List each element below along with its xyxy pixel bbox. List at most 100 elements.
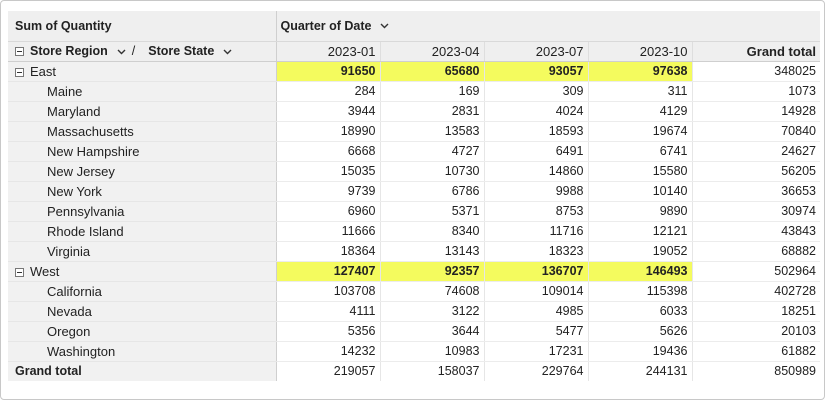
row-label: Virginia [47,243,91,259]
value-cell: 74608 [380,281,485,302]
row-label: New Jersey [47,163,115,179]
table-row: Maine 284 169 309 311 1073 [8,81,820,102]
row-label: Massachusetts [47,123,134,139]
value-cell: 19436 [588,341,693,362]
row-header: California [8,281,277,302]
value-cell: 13583 [380,121,485,142]
row-total-cell: 20103 [692,321,820,342]
collapse-icon[interactable] [15,267,24,277]
value-cell: 3644 [380,321,485,342]
row-header: Oregon [8,321,277,342]
value-cell: 4111 [276,301,381,322]
value-cell: 2831 [380,101,485,122]
row-label: Maine [47,83,83,99]
value-cell: 169 [380,81,485,102]
row-label: East [30,63,57,79]
row-fields-header: Store Region / Store State [8,41,277,62]
grand-total-cell: 219057 [276,361,381,381]
column-header[interactable]: 2023-10 [588,41,693,62]
grand-total-cell: 229764 [484,361,589,381]
collapse-all-icon[interactable] [15,47,24,57]
value-cell: 10983 [380,341,485,362]
value-cell: 14232 [276,341,381,362]
value-cell: 18364 [276,241,381,262]
value-cell: 91650 [276,61,381,82]
value-cell: 5356 [276,321,381,342]
row-label: California [47,283,102,299]
value-cell: 127407 [276,261,381,282]
value-cell: 19674 [588,121,693,142]
chevron-down-icon[interactable] [117,44,126,58]
row-total-cell: 502964 [692,261,820,282]
grand-total-cell: 244131 [588,361,693,381]
row-total-cell: 43843 [692,221,820,242]
table-row: Nevada 4111 3122 4985 6033 18251 [8,301,820,322]
value-cell: 136707 [484,261,589,282]
table-row: California 103708 74608 109014 115398 402728 [8,281,820,302]
value-cell: 8753 [484,201,589,222]
value-cell: 311 [588,81,693,102]
collapse-icon[interactable] [15,67,24,77]
table-row: New Jersey 15035 10730 14860 15580 56205 [8,161,820,182]
value-cell: 4985 [484,301,589,322]
value-cell: 9890 [588,201,693,222]
row-total-cell: 14928 [692,101,820,122]
column-header[interactable]: 2023-07 [484,41,589,62]
chevron-down-icon[interactable] [380,19,389,33]
value-cell: 3944 [276,101,381,122]
table-row: New Hampshire 6668 4727 6491 6741 24627 [8,141,820,162]
table-row: Massachusetts 18990 13583 18593 19674 70840 [8,121,820,142]
value-cell: 6491 [484,141,589,162]
value-cell: 10730 [380,161,485,182]
table-row: Pennsylvania 6960 5371 8753 9890 30974 [8,201,820,222]
value-cell: 6668 [276,141,381,162]
row-label: New York [47,183,102,199]
row-total-cell: 70840 [692,121,820,142]
value-cell: 309 [484,81,589,102]
value-cell: 15035 [276,161,381,182]
value-cell: 109014 [484,281,589,302]
value-cell: 9988 [484,181,589,202]
row-header: New Hampshire [8,141,277,162]
row-header[interactable]: East [8,61,277,82]
value-cell: 103708 [276,281,381,302]
row-header: Nevada [8,301,277,322]
row-total-cell: 36653 [692,181,820,202]
row-label: New Hampshire [47,143,140,159]
grand-total-label: Grand total [8,361,277,381]
row-total-cell: 18251 [692,301,820,322]
value-cell: 93057 [484,61,589,82]
value-cell: 4727 [380,141,485,162]
row-total-cell: 56205 [692,161,820,182]
row-total-cell: 30974 [692,201,820,222]
value-cell: 4024 [484,101,589,122]
row-total-cell: 1073 [692,81,820,102]
chevron-down-icon[interactable] [223,44,232,58]
row-field-store-state: Store State [148,44,215,58]
value-cell: 3122 [380,301,485,322]
value-cell: 18323 [484,241,589,262]
value-cell: 17231 [484,341,589,362]
measure-label: Sum of Quantity [8,11,277,42]
value-cell: 18990 [276,121,381,142]
value-cell: 6960 [276,201,381,222]
row-header: Rhode Island [8,221,277,242]
column-header[interactable]: 2023-04 [380,41,485,62]
table-row: Washington 14232 10983 17231 19436 61882 [8,341,820,362]
row-label: Nevada [47,303,92,319]
pivot-table: Sum of Quantity Quarter of Date Store Re… [8,11,820,381]
table-row: Rhode Island 11666 8340 11716 12121 43843 [8,221,820,242]
value-cell: 5626 [588,321,693,342]
row-label: Pennsylvania [47,203,125,219]
value-cell: 14860 [484,161,589,182]
row-label: Oregon [47,323,91,339]
value-cell: 15580 [588,161,693,182]
column-header[interactable]: 2023-01 [276,41,381,62]
value-cell: 6786 [380,181,485,202]
value-cell: 6033 [588,301,693,322]
row-header: Maryland [8,101,277,122]
row-header[interactable]: West [8,261,277,282]
column-field-header[interactable]: Quarter of Date [276,11,820,42]
value-cell: 65680 [380,61,485,82]
